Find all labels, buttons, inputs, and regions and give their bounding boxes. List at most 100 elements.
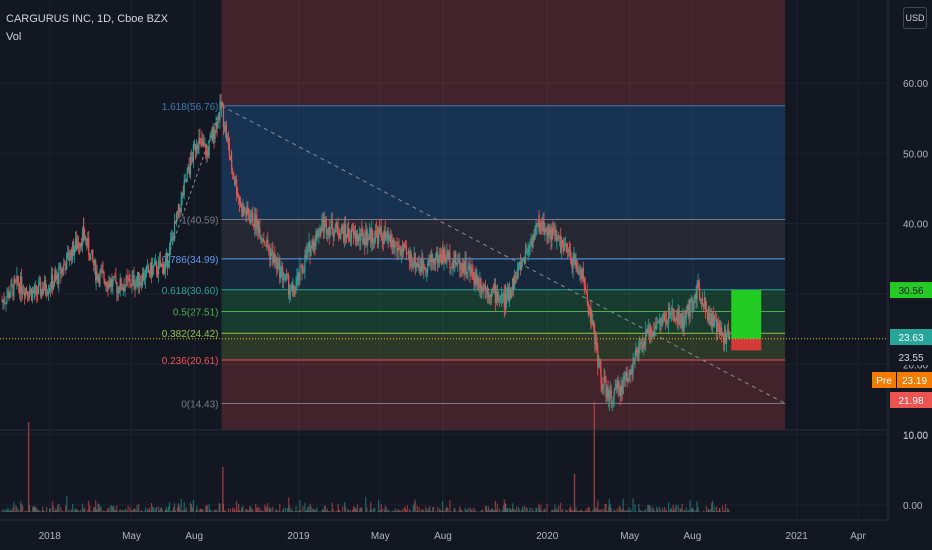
volume-bar [329,510,331,512]
volume-bar [239,510,241,512]
candle-body [364,238,366,246]
candle-body [201,139,203,146]
candle-body [426,270,428,273]
candle-body [532,234,534,248]
candle-body [604,377,606,382]
candle-body [190,157,193,159]
candle-body [311,240,313,247]
candle-body [251,212,253,219]
volume-bar [379,510,381,512]
candle-body [196,145,198,147]
volume-bar [1,510,3,512]
volume-bar [334,511,336,512]
volume-bar [551,509,553,512]
candle-body [460,267,462,270]
volume-bar [681,503,683,512]
candle-body [636,348,638,353]
volume-bar [290,510,292,512]
candle-body [393,240,395,248]
volume-bar [614,510,616,512]
candle-body [446,251,448,262]
candle-body [209,136,211,141]
candle-body [56,273,58,279]
candle-body [122,287,124,290]
volume-bar [158,510,161,512]
candle-body [607,387,609,397]
candle-body [270,253,272,259]
volume-bar [411,511,413,512]
volume-bar [720,511,722,512]
candle-body [483,285,486,288]
candle-body [232,170,234,173]
volume-bar [267,502,269,512]
volume-bar [60,506,62,512]
currency-button[interactable]: USD [903,7,927,29]
volume-bar [46,507,48,512]
fib-extension-zone-top [221,0,786,106]
volume-bar [526,507,528,512]
volume-bar [107,508,109,512]
volume-bar [72,503,74,512]
time-axis-tick-label: 2021 [786,531,809,542]
candle-body [71,249,73,260]
candle-body [682,316,684,330]
candle-body [586,293,588,303]
volume-bar [113,505,115,512]
candle-body [165,258,167,263]
volume-bar [116,505,118,512]
candle-body [593,320,595,331]
volume-bar [32,506,35,512]
volume-bar [345,506,347,512]
volume-bar [342,506,344,512]
candle-body [94,260,96,266]
price-badge [890,329,932,345]
volume-bar [576,510,578,512]
candle-body [308,242,310,246]
volume-bar [258,510,260,512]
candle-body [3,299,5,303]
candle-body [297,272,299,279]
fib-level-label: 0.5(27.51) [173,308,219,319]
volume-bar [465,509,467,512]
candle-body [47,292,49,295]
candle-body [58,266,60,284]
candle-body [95,271,97,281]
volume-axis-tick-label: 0.00 [903,501,923,512]
candle-body [441,256,443,264]
volume-bar [155,508,157,512]
candle-body [616,384,618,389]
volume-bar [337,503,339,512]
candle-body [421,259,423,272]
volume-bar [264,504,266,512]
volume-bar [595,507,597,512]
candle-body [478,286,480,288]
volume-bar [658,511,660,512]
volume-bar [624,511,626,512]
candle-body [362,231,364,244]
candle-body [475,273,477,284]
candle-body [325,220,327,235]
candle-body [156,273,159,275]
volume-bar [229,508,231,512]
candle-body [183,181,185,196]
candle-body [299,265,301,281]
volume-bar [119,509,121,512]
candle-body [295,285,297,294]
volume-bar [305,510,307,512]
candle-body [357,235,360,242]
candle-body [615,384,617,387]
time-axis-tick-label: 2019 [287,531,310,542]
volume-bar [319,511,321,512]
candle-body [440,253,442,257]
candle-body [37,293,39,295]
candle-body [165,252,168,259]
volume-bar [412,505,414,512]
volume-bar [282,509,284,512]
volume-bar [535,507,537,512]
volume-bar [83,508,85,512]
candle-body [618,381,620,388]
candle-body [124,285,126,292]
candle-body [718,322,720,327]
candle-body [626,372,628,382]
